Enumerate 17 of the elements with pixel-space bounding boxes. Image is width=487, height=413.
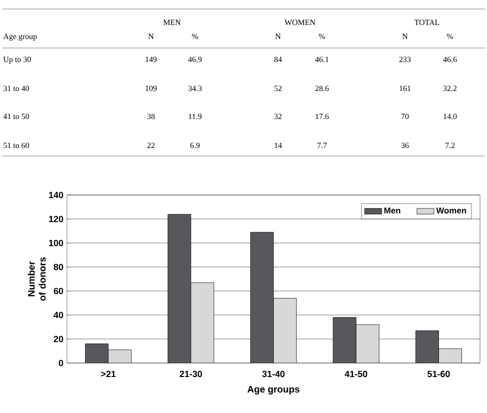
y-tick-label: 0 (58, 360, 64, 366)
x-tick-label: 41-50 (344, 370, 368, 378)
x-tick-label: 21-30 (180, 370, 202, 378)
legend-label: Women (436, 208, 466, 214)
x-axis-title: Age groups (247, 386, 300, 394)
y-axis-title: Number of donors (28, 257, 46, 301)
y-tick-label: 100 (49, 240, 64, 246)
y-tick-label: 40 (54, 312, 64, 318)
y-tick-label: 80 (54, 264, 64, 270)
y-tick-label: 120 (49, 216, 64, 222)
x-tick-label: >21 (101, 370, 116, 378)
y-tick-label: 140 (49, 192, 64, 198)
y-tick-label: 60 (54, 288, 64, 294)
x-tick-label: 31-40 (262, 370, 285, 378)
legend-label: Men (384, 208, 400, 214)
x-tick-label: 51-60 (428, 370, 450, 378)
y-tick-label: 20 (54, 336, 64, 342)
